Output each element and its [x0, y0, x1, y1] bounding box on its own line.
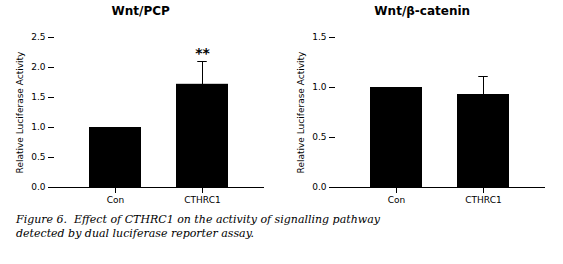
svg-text:2.0: 2.0: [31, 62, 46, 72]
html-text:detected by dual luciferase re: detected by dual luciferase reporter ass…: [16, 227, 254, 240]
svg-text:2.5: 2.5: [31, 32, 45, 42]
svg-text:CTHRC1: CTHRC1: [466, 195, 502, 205]
svg-text:1.5: 1.5: [312, 32, 326, 42]
svg-text:1.0: 1.0: [312, 82, 327, 92]
svg-text:Relative Luciferase Activity: Relative Luciferase Activity: [15, 51, 25, 174]
svg-text:**: **: [195, 45, 210, 61]
svg-text:Relative Luciferase Activity: Relative Luciferase Activity: [296, 51, 306, 174]
html-text:Wnt/PCP: Wnt/PCP: [111, 4, 170, 18]
svg-text:Con: Con: [107, 195, 125, 205]
svg-text:0.0: 0.0: [31, 182, 46, 192]
html-text:Figure 6. Effect of CTHRC1 on: Figure 6. Effect of CTHRC1 on the activi…: [16, 213, 380, 226]
svg-text:0.0: 0.0: [312, 182, 327, 192]
svg-text:1.0: 1.0: [31, 122, 46, 132]
svg-text:1.5: 1.5: [31, 92, 45, 102]
html-text:Wnt/β-catenin: Wnt/β-catenin: [374, 4, 471, 18]
svg-text:0.5: 0.5: [312, 132, 326, 142]
svg-text:0.5: 0.5: [31, 152, 45, 162]
svg-text:CTHRC1: CTHRC1: [184, 195, 220, 205]
svg-text:Con: Con: [388, 195, 406, 205]
